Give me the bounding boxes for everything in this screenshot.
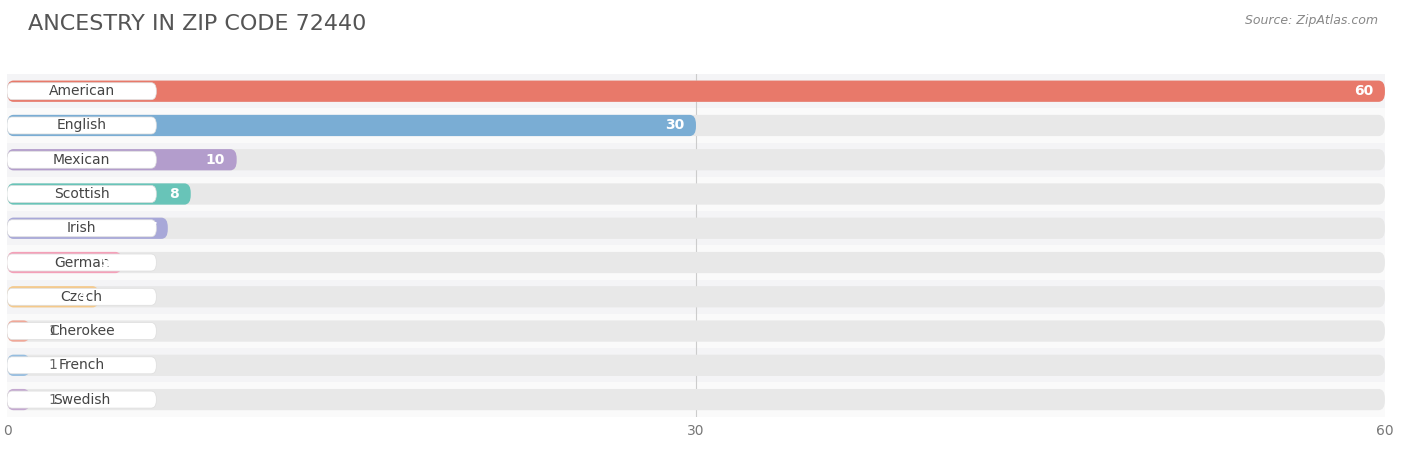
Text: 7: 7 [146, 221, 156, 235]
FancyBboxPatch shape [7, 151, 156, 168]
FancyBboxPatch shape [7, 81, 1385, 102]
Text: American: American [49, 84, 115, 98]
Text: Scottish: Scottish [53, 187, 110, 201]
Text: 5: 5 [101, 256, 111, 269]
Text: Czech: Czech [60, 290, 103, 304]
Text: Source: ZipAtlas.com: Source: ZipAtlas.com [1244, 14, 1378, 27]
Text: German: German [53, 256, 110, 269]
Text: 30: 30 [665, 119, 685, 132]
Bar [7, 74, 1385, 108]
FancyBboxPatch shape [7, 355, 30, 376]
FancyBboxPatch shape [7, 83, 156, 100]
Text: 1: 1 [48, 393, 58, 407]
Text: 60: 60 [1354, 84, 1374, 98]
Bar [7, 108, 1385, 143]
FancyBboxPatch shape [7, 320, 30, 342]
Bar [7, 348, 1385, 382]
FancyBboxPatch shape [7, 220, 156, 237]
FancyBboxPatch shape [7, 252, 1385, 273]
FancyBboxPatch shape [7, 286, 1385, 307]
FancyBboxPatch shape [7, 149, 1385, 170]
FancyBboxPatch shape [7, 254, 156, 271]
Text: French: French [59, 358, 104, 372]
Text: 4: 4 [77, 290, 87, 304]
Bar [7, 177, 1385, 211]
FancyBboxPatch shape [7, 117, 156, 134]
Text: 10: 10 [205, 153, 225, 167]
FancyBboxPatch shape [7, 149, 236, 170]
FancyBboxPatch shape [7, 115, 696, 136]
FancyBboxPatch shape [7, 218, 1385, 239]
Bar [7, 143, 1385, 177]
FancyBboxPatch shape [7, 357, 156, 374]
Text: Irish: Irish [67, 221, 97, 235]
Text: Swedish: Swedish [53, 393, 110, 407]
Text: Mexican: Mexican [53, 153, 110, 167]
FancyBboxPatch shape [7, 355, 1385, 376]
FancyBboxPatch shape [7, 252, 122, 273]
Text: Cherokee: Cherokee [49, 324, 114, 338]
Bar [7, 314, 1385, 348]
FancyBboxPatch shape [7, 389, 1385, 410]
FancyBboxPatch shape [7, 218, 167, 239]
Text: 1: 1 [48, 358, 58, 372]
Bar [7, 280, 1385, 314]
FancyBboxPatch shape [7, 115, 1385, 136]
Bar [7, 211, 1385, 245]
FancyBboxPatch shape [7, 323, 156, 339]
FancyBboxPatch shape [7, 183, 1385, 205]
FancyBboxPatch shape [7, 286, 98, 307]
FancyBboxPatch shape [7, 389, 30, 410]
FancyBboxPatch shape [7, 183, 191, 205]
FancyBboxPatch shape [7, 81, 1385, 102]
Text: English: English [56, 119, 107, 132]
FancyBboxPatch shape [7, 320, 1385, 342]
FancyBboxPatch shape [7, 288, 156, 305]
FancyBboxPatch shape [7, 186, 156, 202]
Bar [7, 382, 1385, 417]
FancyBboxPatch shape [7, 391, 156, 408]
Text: 8: 8 [170, 187, 180, 201]
Text: 1: 1 [48, 324, 58, 338]
Bar [7, 245, 1385, 280]
Text: ANCESTRY IN ZIP CODE 72440: ANCESTRY IN ZIP CODE 72440 [28, 14, 367, 34]
